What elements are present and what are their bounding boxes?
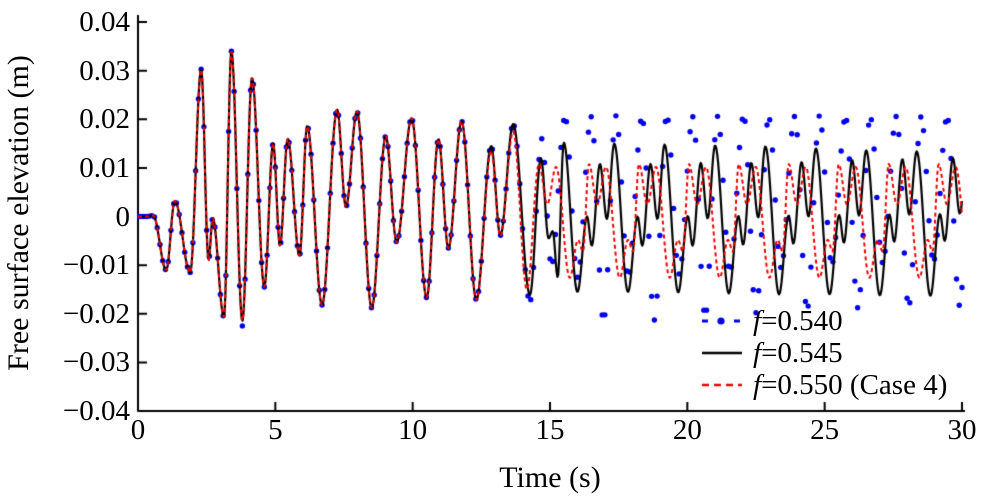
y-tick-label: −0.01 <box>62 249 130 282</box>
x-tick-label: 30 <box>947 414 977 446</box>
x-axis-title: Time (s) <box>499 461 601 494</box>
legend-marker-icon <box>700 376 746 394</box>
y-tick-label: 0.04 <box>79 6 130 38</box>
y-tick-label: 0.01 <box>79 151 130 184</box>
legend-label-f-symbol: f <box>753 304 762 337</box>
legend-label-f-symbol: f <box>753 336 762 369</box>
legend-item-f-0-550-case-4-: f=0.550 (Case 4) <box>700 369 947 401</box>
x-tick-label: 25 <box>810 414 840 446</box>
y-tick-label: 0.02 <box>79 103 130 136</box>
x-tick-label: 15 <box>535 414 565 446</box>
legend-label-value: =0.545 <box>761 336 843 369</box>
legend-label: f=0.550 (Case 4) <box>753 368 948 401</box>
x-tick-label: 10 <box>398 414 428 446</box>
legend: f=0.540 f=0.545 f=0.550 (Case 4) <box>700 305 947 401</box>
legend-label-value: =0.540 <box>761 304 843 337</box>
y-tick-label: −0.02 <box>62 297 130 330</box>
legend-marker-icon <box>700 344 746 362</box>
legend-label-value: =0.550 (Case 4) <box>761 368 948 401</box>
y-tick-label: 0 <box>115 200 131 233</box>
x-tick-label: 5 <box>268 414 283 446</box>
y-tick-label: 0.03 <box>79 54 130 87</box>
legend-label: f=0.545 <box>753 336 843 369</box>
y-tick-label: −0.03 <box>62 346 130 379</box>
legend-label-f-symbol: f <box>753 368 762 401</box>
legend-item-f-0-540: f=0.540 <box>700 305 947 337</box>
x-tick-label: 20 <box>672 414 702 446</box>
x-tick-label: 0 <box>130 414 146 446</box>
legend-label: f=0.540 <box>753 304 843 337</box>
legend-marker-icon <box>700 312 746 330</box>
legend-item-f-0-545: f=0.545 <box>700 337 947 369</box>
y-axis-title: Free surface elevation (m) <box>2 55 35 371</box>
y-tick-label: −0.04 <box>62 395 130 427</box>
